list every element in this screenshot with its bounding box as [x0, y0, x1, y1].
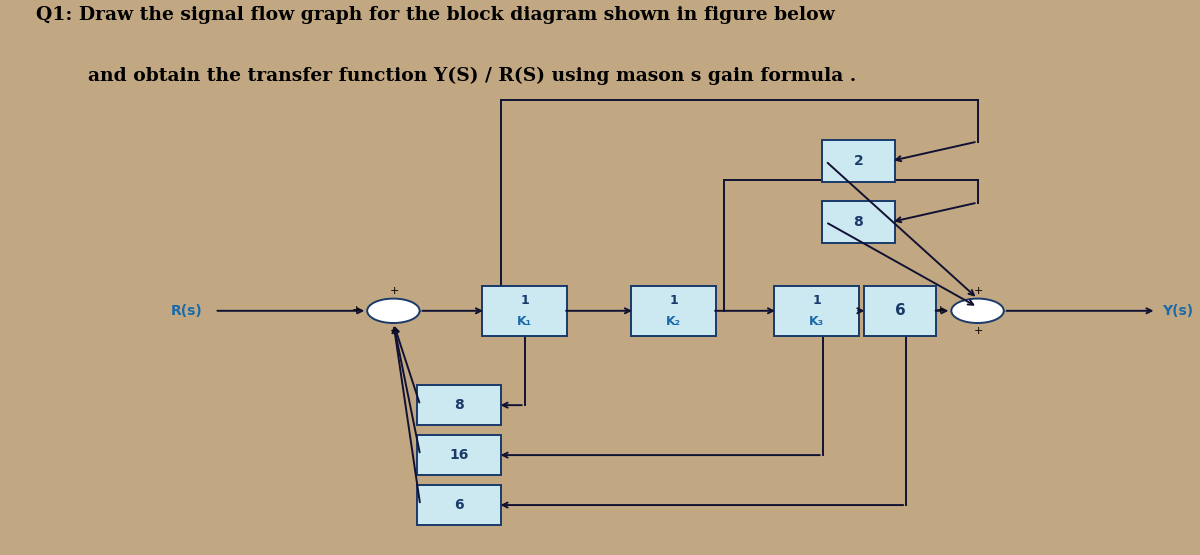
FancyBboxPatch shape [416, 485, 502, 525]
Text: and obtain the transfer function Y(S) / R(S) using mason s gain formula .: and obtain the transfer function Y(S) / … [36, 67, 856, 85]
FancyBboxPatch shape [864, 285, 936, 336]
Text: −: − [390, 326, 400, 336]
Text: 1: 1 [520, 294, 529, 307]
Circle shape [367, 299, 420, 323]
FancyBboxPatch shape [774, 285, 859, 336]
Text: 1: 1 [670, 294, 678, 307]
Text: 16: 16 [449, 448, 469, 462]
FancyBboxPatch shape [822, 201, 895, 243]
FancyBboxPatch shape [416, 385, 502, 425]
FancyBboxPatch shape [482, 285, 566, 336]
Text: 8: 8 [454, 398, 464, 412]
Text: Y(s): Y(s) [1163, 304, 1194, 318]
Text: +: + [974, 326, 984, 336]
Text: R(s): R(s) [170, 304, 203, 318]
Text: 6: 6 [895, 303, 906, 319]
Text: +: + [974, 286, 984, 296]
Text: 8: 8 [853, 215, 863, 229]
FancyBboxPatch shape [631, 285, 716, 336]
Text: +: + [390, 286, 400, 296]
Text: 6: 6 [454, 498, 463, 512]
Text: K₃: K₃ [809, 315, 824, 327]
Text: K₂: K₂ [666, 315, 682, 327]
FancyBboxPatch shape [416, 435, 502, 475]
Text: +: + [936, 305, 946, 315]
Text: +: + [352, 305, 361, 315]
Circle shape [952, 299, 1003, 323]
Text: K₁: K₁ [517, 315, 532, 327]
Text: 2: 2 [853, 154, 863, 168]
Text: 1: 1 [812, 294, 821, 307]
FancyBboxPatch shape [822, 140, 895, 182]
Text: Q1: Draw the signal flow graph for the block diagram shown in figure below: Q1: Draw the signal flow graph for the b… [36, 6, 834, 23]
